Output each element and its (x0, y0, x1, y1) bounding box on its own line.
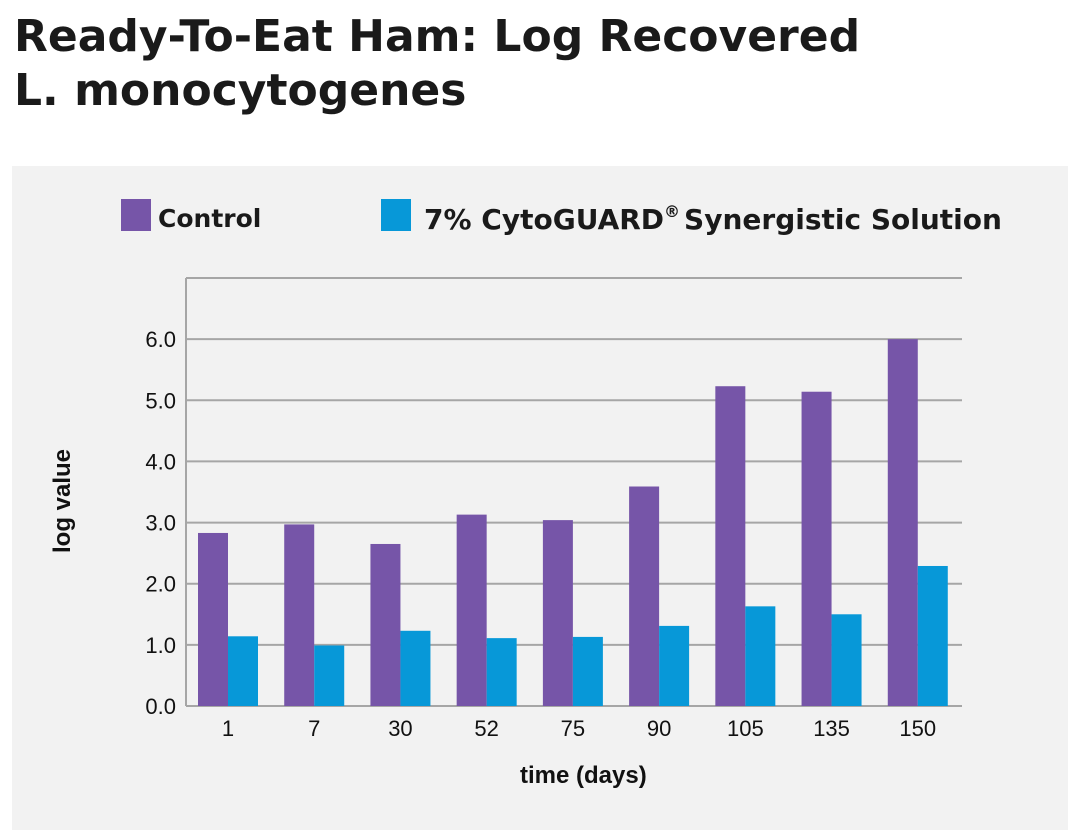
chart-title: Ready-To-Eat Ham: Log Recovered L. monoc… (14, 10, 1054, 118)
bar-control (456, 514, 487, 706)
x-tick-label: 1 (222, 716, 234, 741)
y-tick-label: 5.0 (145, 388, 176, 413)
y-tick-labels: 0.0 1.0 2.0 3.0 4.0 5.0 6.0 (145, 327, 176, 719)
y-tick-label: 2.0 (145, 572, 176, 597)
bar-control (198, 532, 228, 706)
bar-treatment (745, 606, 776, 706)
x-tick-labels: 1 7 30 52 75 90 105 135 150 (222, 716, 936, 741)
bars (198, 339, 948, 706)
bar-treatment (486, 638, 517, 706)
bar-treatment (659, 625, 690, 706)
x-tick-label: 105 (727, 716, 764, 741)
bar-treatment (228, 636, 258, 706)
bar-treatment (831, 614, 862, 706)
x-tick-label: 30 (388, 716, 412, 741)
legend-label-control: Control (158, 204, 261, 233)
bar-treatment (314, 645, 345, 706)
y-tick-label: 1.0 (145, 633, 176, 658)
bar-treatment (917, 565, 948, 706)
bar-control (370, 543, 401, 706)
y-tick-label: 0.0 (145, 694, 176, 719)
bar-treatment (572, 636, 603, 706)
y-tick-label: 6.0 (145, 327, 176, 352)
bar-treatment (400, 630, 431, 706)
legend-label-treatment-mark: ® (664, 202, 680, 221)
y-axis-title: log value (49, 449, 76, 553)
chart-title-line-2: L. monocytogenes (14, 65, 467, 116)
legend-label-treatment-prefix: 7% CytoGUARD (424, 203, 664, 236)
x-tick-label: 7 (308, 716, 320, 741)
x-tick-label: 90 (647, 716, 671, 741)
legend-swatch-control (121, 199, 151, 231)
legend: Control 7% CytoGUARD® Synergistic Solutio… (121, 199, 1002, 236)
bar-control (887, 339, 918, 706)
x-axis-title: time (days) (520, 762, 647, 789)
legend-label-treatment-suffix: Synergistic Solution (684, 203, 1002, 236)
x-tick-label: 75 (561, 716, 585, 741)
x-tick-label: 150 (899, 716, 936, 741)
y-tick-label: 3.0 (145, 511, 176, 536)
x-tick-label: 135 (813, 716, 850, 741)
bar-control (284, 524, 315, 706)
x-tick-label: 52 (474, 716, 498, 741)
bar-control (715, 386, 746, 706)
legend-label-treatment: 7% CytoGUARD® Synergistic Solution (424, 202, 1002, 236)
y-tick-label: 4.0 (145, 449, 176, 474)
bar-control (542, 520, 573, 706)
chart-title-line-1: Ready-To-Eat Ham: Log Recovered (14, 11, 861, 62)
legend-swatch-treatment (381, 199, 411, 231)
bar-control (629, 486, 660, 706)
bar-control (801, 391, 832, 706)
